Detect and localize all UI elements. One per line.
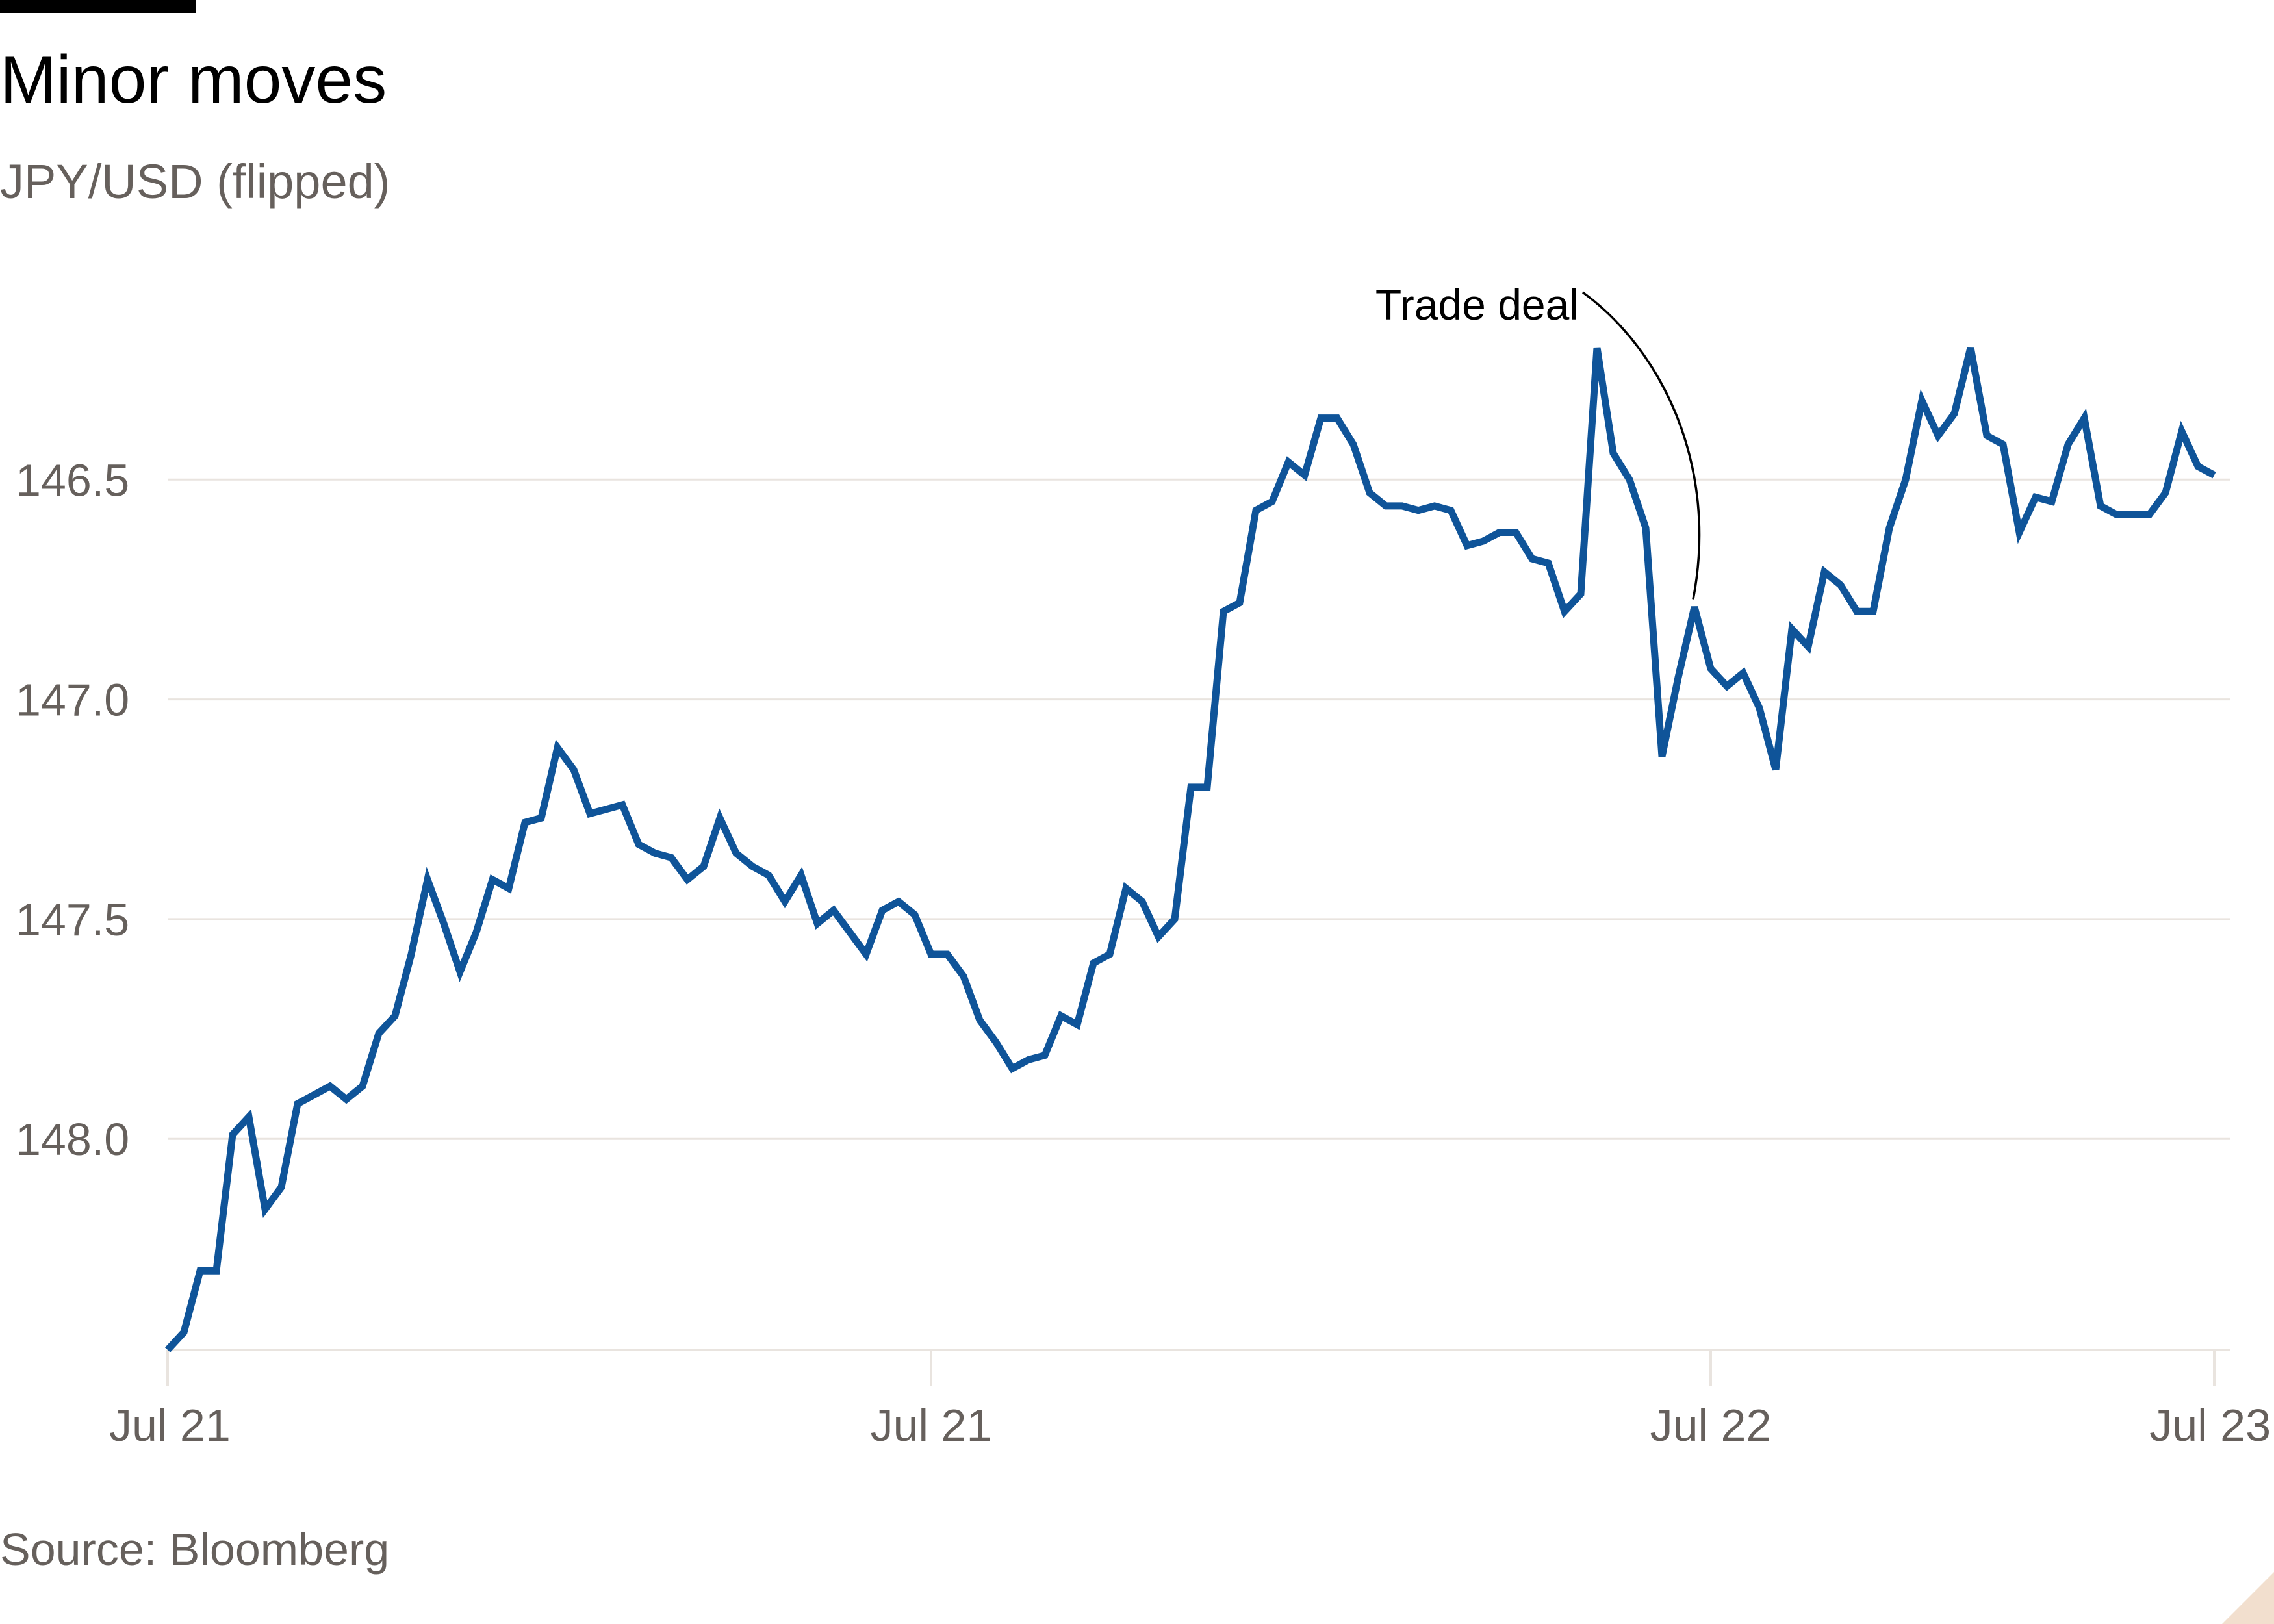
annotation-label: Trade deal [1375, 281, 1579, 329]
y-tick-label: 146.5 [16, 455, 129, 505]
x-tick-label: Jul 21 [871, 1400, 992, 1451]
annotations: Trade deal [1375, 281, 1701, 600]
x-tick-label: Jul 23 [2149, 1400, 2271, 1451]
annotation-leader-line [1581, 291, 1701, 600]
series [164, 346, 2216, 1352]
axes: 146.5 147.0 147.5 148.0 Jul 21 Jul 21 Jul 22 Ju… [16, 455, 2271, 1451]
x-tick-label: Jul 22 [1650, 1400, 1772, 1451]
x-tick-label: Jul 21 [109, 1400, 231, 1451]
top-rule [0, 0, 196, 13]
y-tick-label: 148.0 [16, 1114, 129, 1165]
source-note: Source: Bloomberg [0, 1524, 390, 1575]
gridlines [168, 478, 2230, 1140]
corner-mark [2222, 1572, 2274, 1624]
line-chart: 146.5 147.0 147.5 148.0 Jul 21 Jul 21 Jul 22 Ju… [16, 281, 2271, 1451]
chart-title: Minor moves [0, 42, 387, 118]
y-tick-label: 147.5 [16, 894, 129, 945]
series-line [164, 346, 2216, 1352]
chart-subtitle: JPY/USD (flipped) [0, 155, 390, 209]
data-points [167, 348, 2215, 1351]
y-tick-label: 147.0 [16, 675, 129, 726]
